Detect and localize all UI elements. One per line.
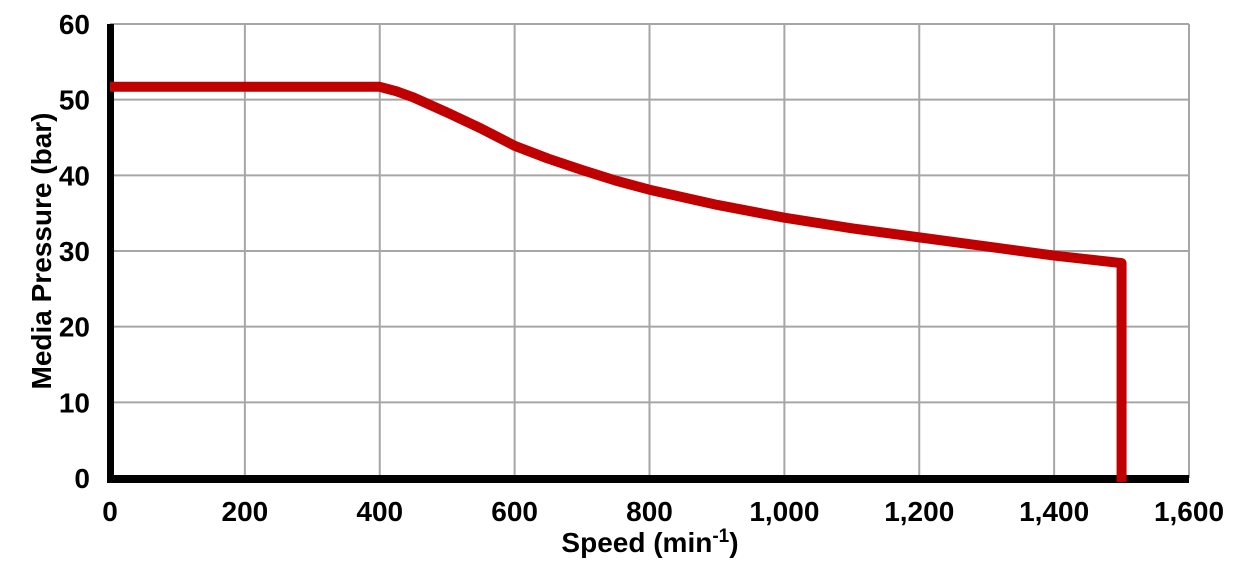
x-tick-label: 1,200 xyxy=(884,496,954,527)
x-axis-title: Speed (min-1) xyxy=(561,526,739,559)
x-tick-label: 800 xyxy=(626,496,673,527)
series-line-media-pressure-vs-speed-limit xyxy=(110,81,1127,482)
x-axis-title-text: Speed (min xyxy=(561,527,713,558)
x-axis-title-superscript: -1 xyxy=(712,526,730,547)
x-tick-label: 200 xyxy=(222,496,269,527)
x-axis-title-suffix: ) xyxy=(729,527,739,558)
y-tick-label: 50 xyxy=(59,85,90,116)
x-tick-label: 1,600 xyxy=(1154,496,1224,527)
y-tick-label: 10 xyxy=(59,387,90,418)
x-tick-label: 400 xyxy=(356,496,403,527)
x-tick-label: 1,000 xyxy=(749,496,819,527)
x-tick-label: 1,400 xyxy=(1019,496,1089,527)
y-tick-label: 40 xyxy=(59,160,90,191)
x-tick-label: 0 xyxy=(102,496,118,527)
y-tick-label: 30 xyxy=(59,236,90,267)
y-tick-label: 60 xyxy=(59,9,90,40)
x-tick-label: 600 xyxy=(491,496,538,527)
y-tick-label: 0 xyxy=(74,463,90,494)
y-tick-label: 20 xyxy=(59,312,90,343)
